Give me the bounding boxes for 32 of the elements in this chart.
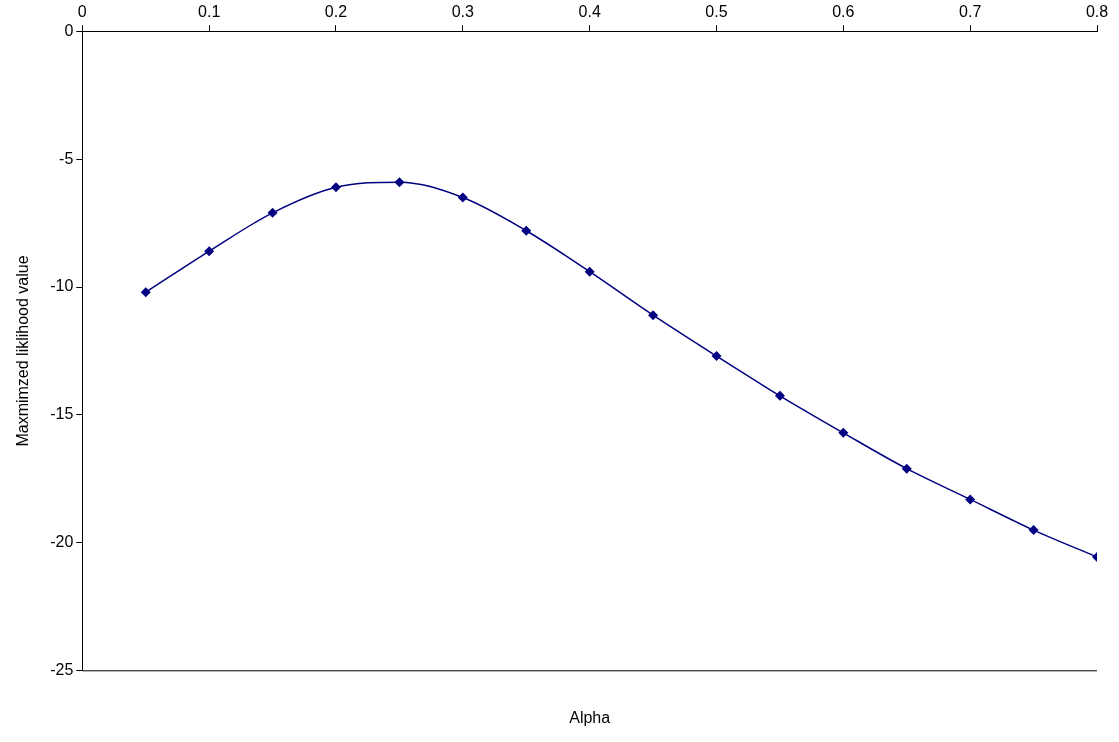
point — [965, 494, 976, 505]
point — [711, 351, 722, 362]
x-tick-label: 0.5 — [705, 3, 728, 21]
x-tick-label: 0.3 — [451, 3, 475, 21]
point — [521, 225, 532, 236]
y-axis-title: Maxmimzed liklihood value — [14, 255, 32, 447]
x-tick-label: 0 — [77, 3, 87, 21]
x-tick-label: 0.8 — [1085, 3, 1109, 21]
y-tick-label: -15 — [50, 405, 74, 423]
y-tick-label: -25 — [50, 661, 74, 679]
point — [1028, 525, 1039, 536]
y-tick-label: -10 — [50, 277, 74, 295]
point — [394, 177, 405, 188]
point — [267, 207, 278, 218]
y-tick-label: -5 — [59, 149, 74, 167]
x-tick-label: 0.4 — [578, 3, 601, 21]
point — [584, 266, 595, 277]
point — [140, 287, 151, 298]
y-tick-label: -20 — [50, 533, 74, 551]
x-tick-label: 0.1 — [198, 3, 221, 21]
x-tick-label: 0.7 — [959, 3, 982, 21]
x-tick-label: 0.2 — [324, 3, 348, 21]
point — [330, 182, 341, 193]
point — [204, 246, 215, 257]
x-axis-title: Alpha — [569, 708, 611, 726]
point — [457, 192, 468, 203]
point — [648, 310, 659, 321]
x-tick-label: 0.6 — [832, 3, 855, 21]
y-tick-label: 0 — [64, 21, 74, 39]
point — [838, 427, 849, 438]
point — [774, 390, 785, 401]
point — [901, 463, 912, 474]
